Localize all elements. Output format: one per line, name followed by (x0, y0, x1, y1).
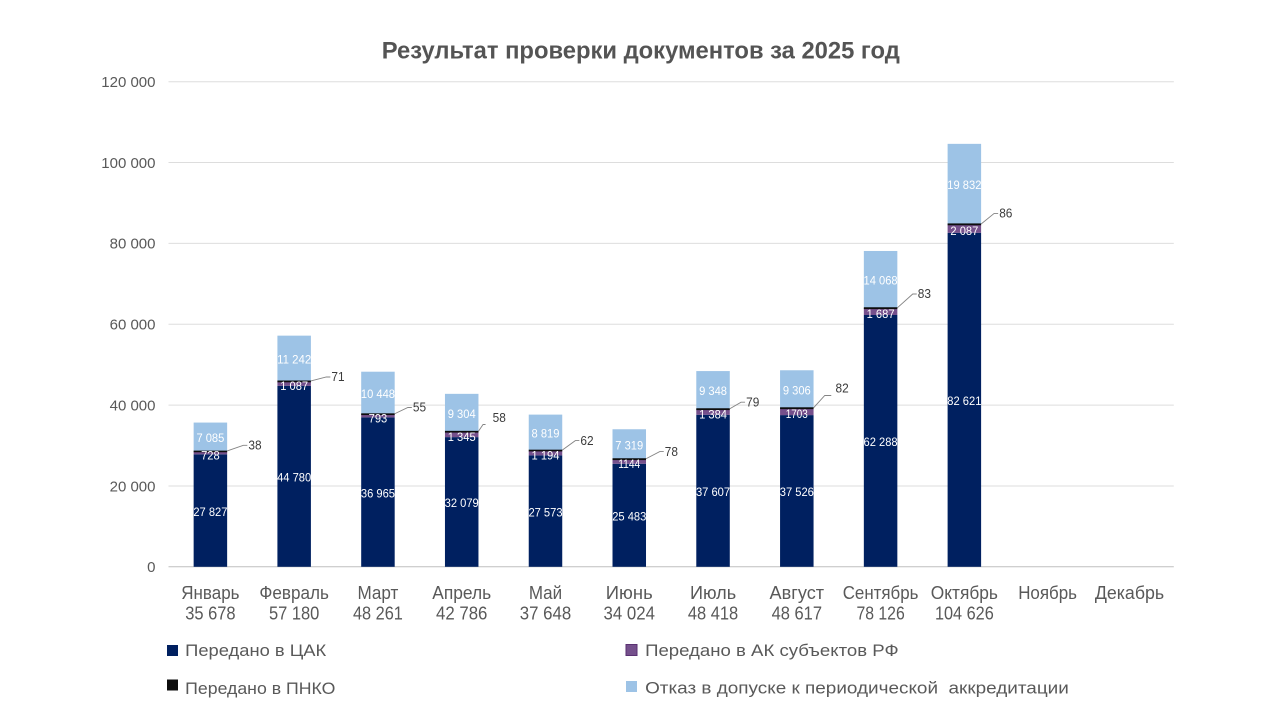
svg-text:71: 71 (331, 370, 344, 384)
svg-text:20 000: 20 000 (110, 478, 156, 495)
svg-text:60 000: 60 000 (110, 317, 156, 334)
svg-text:Июль: Июль (690, 583, 736, 603)
svg-text:78 126: 78 126 (856, 604, 904, 624)
svg-text:9 304: 9 304 (448, 407, 476, 421)
svg-text:37 648: 37 648 (520, 604, 571, 624)
svg-text:Февраль: Февраль (259, 583, 329, 603)
svg-text:82 621: 82 621 (947, 394, 981, 408)
svg-text:8 819: 8 819 (532, 427, 560, 441)
svg-text:1703: 1703 (786, 407, 808, 421)
svg-text:57 180: 57 180 (269, 604, 319, 624)
svg-text:55: 55 (413, 401, 426, 415)
svg-text:35 678: 35 678 (185, 604, 235, 624)
svg-text:48 418: 48 418 (688, 604, 738, 624)
svg-text:Ноябрь: Ноябрь (1018, 583, 1077, 603)
svg-text:62: 62 (580, 434, 593, 448)
svg-text:1 087: 1 087 (280, 379, 308, 393)
svg-text:Май: Май (529, 583, 562, 603)
svg-text:27 573: 27 573 (528, 505, 562, 519)
svg-text:Сентябрь: Сентябрь (843, 583, 919, 603)
svg-text:Август: Август (770, 583, 825, 603)
svg-text:1 384: 1 384 (699, 407, 727, 421)
svg-text:7 319: 7 319 (615, 438, 643, 452)
svg-text:79: 79 (746, 395, 759, 409)
svg-text:83: 83 (918, 287, 931, 301)
svg-text:Передано в АК субъектов РФ: Передано в АК субъектов РФ (645, 641, 899, 660)
svg-text:27 827: 27 827 (193, 505, 227, 519)
svg-text:793: 793 (369, 411, 388, 425)
svg-text:9 306: 9 306 (783, 383, 811, 397)
svg-text:32 079: 32 079 (445, 496, 479, 510)
svg-text:42 786: 42 786 (436, 604, 487, 624)
svg-text:40 000: 40 000 (110, 397, 156, 414)
svg-text:7 085: 7 085 (196, 431, 224, 445)
svg-text:44 780: 44 780 (277, 470, 311, 484)
svg-text:728: 728 (201, 448, 220, 462)
svg-text:1 687: 1 687 (867, 307, 895, 321)
svg-text:25 483: 25 483 (612, 509, 646, 523)
svg-text:48 261: 48 261 (353, 604, 403, 624)
svg-text:37 526: 37 526 (780, 485, 814, 499)
svg-text:Март: Март (357, 583, 398, 603)
svg-text:0: 0 (147, 559, 155, 576)
svg-text:2 087: 2 087 (950, 224, 978, 238)
svg-text:9 348: 9 348 (699, 384, 727, 398)
svg-text:Результат проверки документов: Результат проверки документов за 2025 го… (382, 38, 900, 65)
svg-text:Апрель: Апрель (432, 583, 491, 603)
svg-text:58: 58 (493, 411, 506, 425)
svg-text:Декабрь: Декабрь (1095, 583, 1164, 603)
svg-text:34 024: 34 024 (604, 604, 655, 624)
svg-text:104 626: 104 626 (935, 604, 994, 624)
svg-text:11 242: 11 242 (277, 353, 311, 367)
svg-text:82: 82 (836, 382, 849, 396)
svg-text:86: 86 (999, 207, 1012, 221)
svg-text:Передано в ЦАК: Передано в ЦАК (185, 641, 326, 660)
svg-text:Июнь: Июнь (606, 583, 653, 603)
svg-text:1 194: 1 194 (532, 448, 560, 462)
svg-text:10 448: 10 448 (361, 387, 395, 401)
svg-text:Январь: Январь (181, 583, 239, 603)
svg-text:Октябрь: Октябрь (931, 583, 998, 603)
svg-text:36 965: 36 965 (361, 486, 395, 500)
svg-text:1 345: 1 345 (448, 430, 476, 444)
svg-text:120 000: 120 000 (101, 74, 155, 91)
svg-text:19 832: 19 832 (947, 178, 981, 192)
svg-text:48 617: 48 617 (772, 604, 822, 624)
svg-text:1144: 1144 (618, 457, 640, 471)
svg-text:62 288: 62 288 (864, 435, 898, 449)
svg-text:80 000: 80 000 (110, 236, 156, 253)
svg-text:38: 38 (248, 439, 261, 453)
svg-text:Передано в ПНКО: Передано в ПНКО (185, 679, 335, 698)
svg-text:78: 78 (665, 445, 678, 459)
svg-text:37 607: 37 607 (696, 485, 730, 499)
svg-text:14 068: 14 068 (864, 274, 898, 288)
svg-text:100 000: 100 000 (101, 155, 155, 172)
svg-text:Отказ в допуске к периодическо: Отказ в допуске к периодической аккредит… (645, 679, 1069, 698)
